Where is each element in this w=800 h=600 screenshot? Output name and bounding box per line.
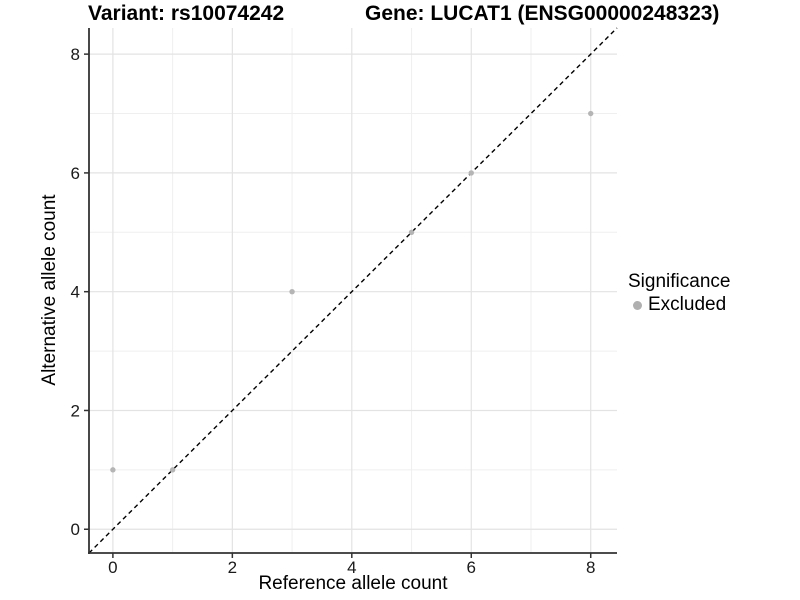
data-point bbox=[408, 229, 415, 235]
legend-item-label: Excluded bbox=[648, 294, 727, 315]
x-tick-label: 8 bbox=[586, 558, 595, 577]
x-axis-title: Reference allele count bbox=[258, 573, 448, 594]
x-tick-label: 0 bbox=[108, 558, 117, 577]
legend-item-excluded: Excluded bbox=[628, 294, 730, 316]
x-tick-label: 2 bbox=[228, 558, 237, 577]
y-tick-label: 0 bbox=[71, 520, 80, 539]
data-point bbox=[110, 467, 116, 473]
legend: Significance Excluded bbox=[628, 271, 730, 316]
plot-title-variant: Variant: rs10074242 bbox=[88, 2, 285, 25]
excluded-point-icon bbox=[633, 300, 642, 310]
identity-line bbox=[88, 27, 618, 554]
data-point bbox=[588, 110, 594, 117]
y-tick-label: 8 bbox=[71, 45, 80, 64]
y-tick-label: 6 bbox=[71, 164, 80, 183]
y-tick-label: 4 bbox=[71, 283, 80, 302]
y-axis-title: Alternative allele count bbox=[39, 194, 60, 386]
x-tick-label: 4 bbox=[347, 558, 356, 577]
legend-title: Significance bbox=[628, 271, 731, 292]
x-tick-label: 6 bbox=[467, 558, 476, 577]
data-point bbox=[289, 288, 295, 295]
data-point bbox=[468, 170, 474, 176]
y-tick-label: 2 bbox=[71, 401, 80, 420]
plot-title-gene: Gene: LUCAT1 (ENSG00000248323) bbox=[365, 2, 720, 25]
data-point bbox=[169, 467, 176, 473]
